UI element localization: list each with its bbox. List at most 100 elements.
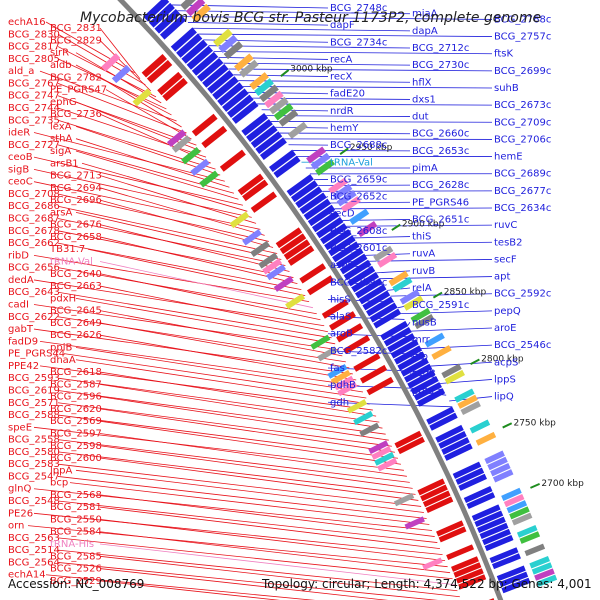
left-connector-line: [57, 33, 146, 86]
forward-feature: [438, 526, 467, 543]
gene-label-right: acpS: [494, 357, 518, 368]
forward-feature: [446, 544, 475, 561]
left-connector-line: [39, 340, 360, 387]
kbp-tick-mark: [391, 223, 401, 231]
reverse-feature: [154, 9, 181, 34]
forward-feature: [394, 430, 422, 449]
gene-label-left: BCG_2663: [50, 281, 102, 292]
reverse-feature: [332, 241, 360, 263]
gene-label-left: BCG_2676: [50, 220, 102, 231]
gene-label-left: BCG_2622: [8, 312, 60, 323]
forward-feature: [343, 335, 371, 355]
gene-label-left: BCG_2686: [8, 201, 60, 212]
backbone-arc: [117, 0, 504, 600]
gene-label-right: BCG_2757c: [494, 32, 551, 43]
right-gene-labels: BCG_2748c miaA BCG_2768c dapF dapA BCG_2757c B…: [330, 3, 551, 408]
left-connector-line: [57, 402, 392, 447]
reverse-feature: [455, 467, 485, 485]
gene-label-right: BCG_2699c: [494, 66, 551, 77]
gene-label-right: hisS: [330, 294, 351, 305]
cog-feature: [490, 462, 511, 477]
gene-label-right: BCG_2734c: [330, 37, 387, 48]
cog-feature: [431, 345, 452, 360]
gene-label-right: ruvC: [494, 220, 517, 231]
cog-feature-inner: [337, 381, 358, 397]
reverse-feature: [303, 198, 331, 221]
gene-label-right: hflX: [412, 77, 432, 88]
forward-feature: [146, 59, 173, 84]
gene-label-right: BCG_2688c: [330, 140, 387, 151]
forward-feature: [366, 376, 394, 396]
right-connector-line: [257, 103, 493, 106]
left-connector-line: [57, 83, 187, 134]
reverse-feature: [316, 216, 344, 239]
forward-feature: [422, 490, 451, 508]
left-connector-line: [99, 236, 298, 284]
forward-feature: [306, 275, 334, 296]
gene-label-right: alaS: [330, 312, 351, 323]
gene-label-right: BCG_2592c: [494, 289, 551, 300]
gene-label-left: BCG_2658: [50, 232, 102, 243]
kbp-tick-label: 2900 kbp: [402, 220, 445, 230]
reverse-feature: [393, 345, 423, 365]
left-connector-line: [69, 482, 430, 525]
forward-feature: [162, 77, 188, 102]
cog-feature: [328, 177, 349, 195]
gene-label-left: BCG_2547: [8, 471, 60, 482]
left-connector-line: [99, 543, 456, 586]
gene-label-left: TB31.7: [49, 244, 85, 255]
gene-label-right: BCG_2634c: [494, 203, 551, 214]
cog-feature-inner: [190, 158, 210, 176]
left-connector-line: [99, 371, 377, 417]
gene-label-right: pepQ: [494, 306, 521, 317]
cog-feature-inner: [422, 557, 443, 571]
reverse-feature: [246, 119, 273, 142]
accession-text: Accession: NC_008769: [8, 577, 144, 591]
left-connector-line: [75, 347, 364, 393]
left-connector-line: [99, 273, 321, 321]
gene-label-left: BCG_2526: [50, 564, 102, 575]
cog-feature: [492, 469, 514, 483]
left-connector-line: [99, 383, 383, 429]
cog-feature: [414, 314, 435, 330]
left-connector-line: [33, 169, 252, 218]
gene-label-right: BCG_2652c: [330, 192, 387, 203]
left-connector-line: [105, 89, 192, 140]
cog-feature: [249, 72, 269, 90]
right-connector-line: [270, 121, 493, 123]
right-connector-line: [354, 236, 411, 239]
left-connector-line: [99, 27, 141, 80]
reverse-feature: [482, 528, 511, 546]
reverse-feature: [387, 333, 416, 353]
cog-feature: [509, 506, 530, 520]
gene-label-left: speE: [8, 422, 32, 433]
forward-feature: [191, 113, 218, 137]
reverse-feature: [474, 510, 504, 528]
left-connector-line: [57, 267, 317, 315]
gene-label-left: BCG_2619: [8, 385, 60, 396]
left-connector-line: [39, 70, 177, 122]
left-connector-line: [57, 549, 458, 592]
forward-feature: [397, 436, 425, 455]
cog-feature: [377, 252, 398, 268]
cog-feature-inner: [374, 451, 395, 466]
left-connector-line: [33, 156, 243, 206]
gene-label-left: PE26: [8, 508, 33, 519]
gene-label-right: mrr: [412, 334, 431, 345]
right-connector-line: [182, 16, 493, 20]
left-connector-line: [99, 334, 357, 381]
gene-label-right: BCG_2673c: [494, 100, 551, 111]
left-connector-line: [57, 463, 422, 507]
cog-feature-inner: [346, 399, 368, 414]
cog-feature: [287, 121, 308, 139]
gene-label-left: BCG_2687: [8, 214, 60, 225]
gene-label-left: BCG_2587: [50, 379, 102, 390]
forward-feature: [359, 364, 388, 384]
cog-feature: [315, 158, 335, 176]
cog-feature-inner: [266, 264, 286, 281]
left-connector-line: [99, 175, 257, 224]
gene-label-left: BCG_2581: [50, 502, 102, 513]
reverse-feature: [231, 100, 259, 124]
gene-label-left: BCG_2744: [8, 103, 60, 114]
left-connector-line: [57, 451, 416, 495]
